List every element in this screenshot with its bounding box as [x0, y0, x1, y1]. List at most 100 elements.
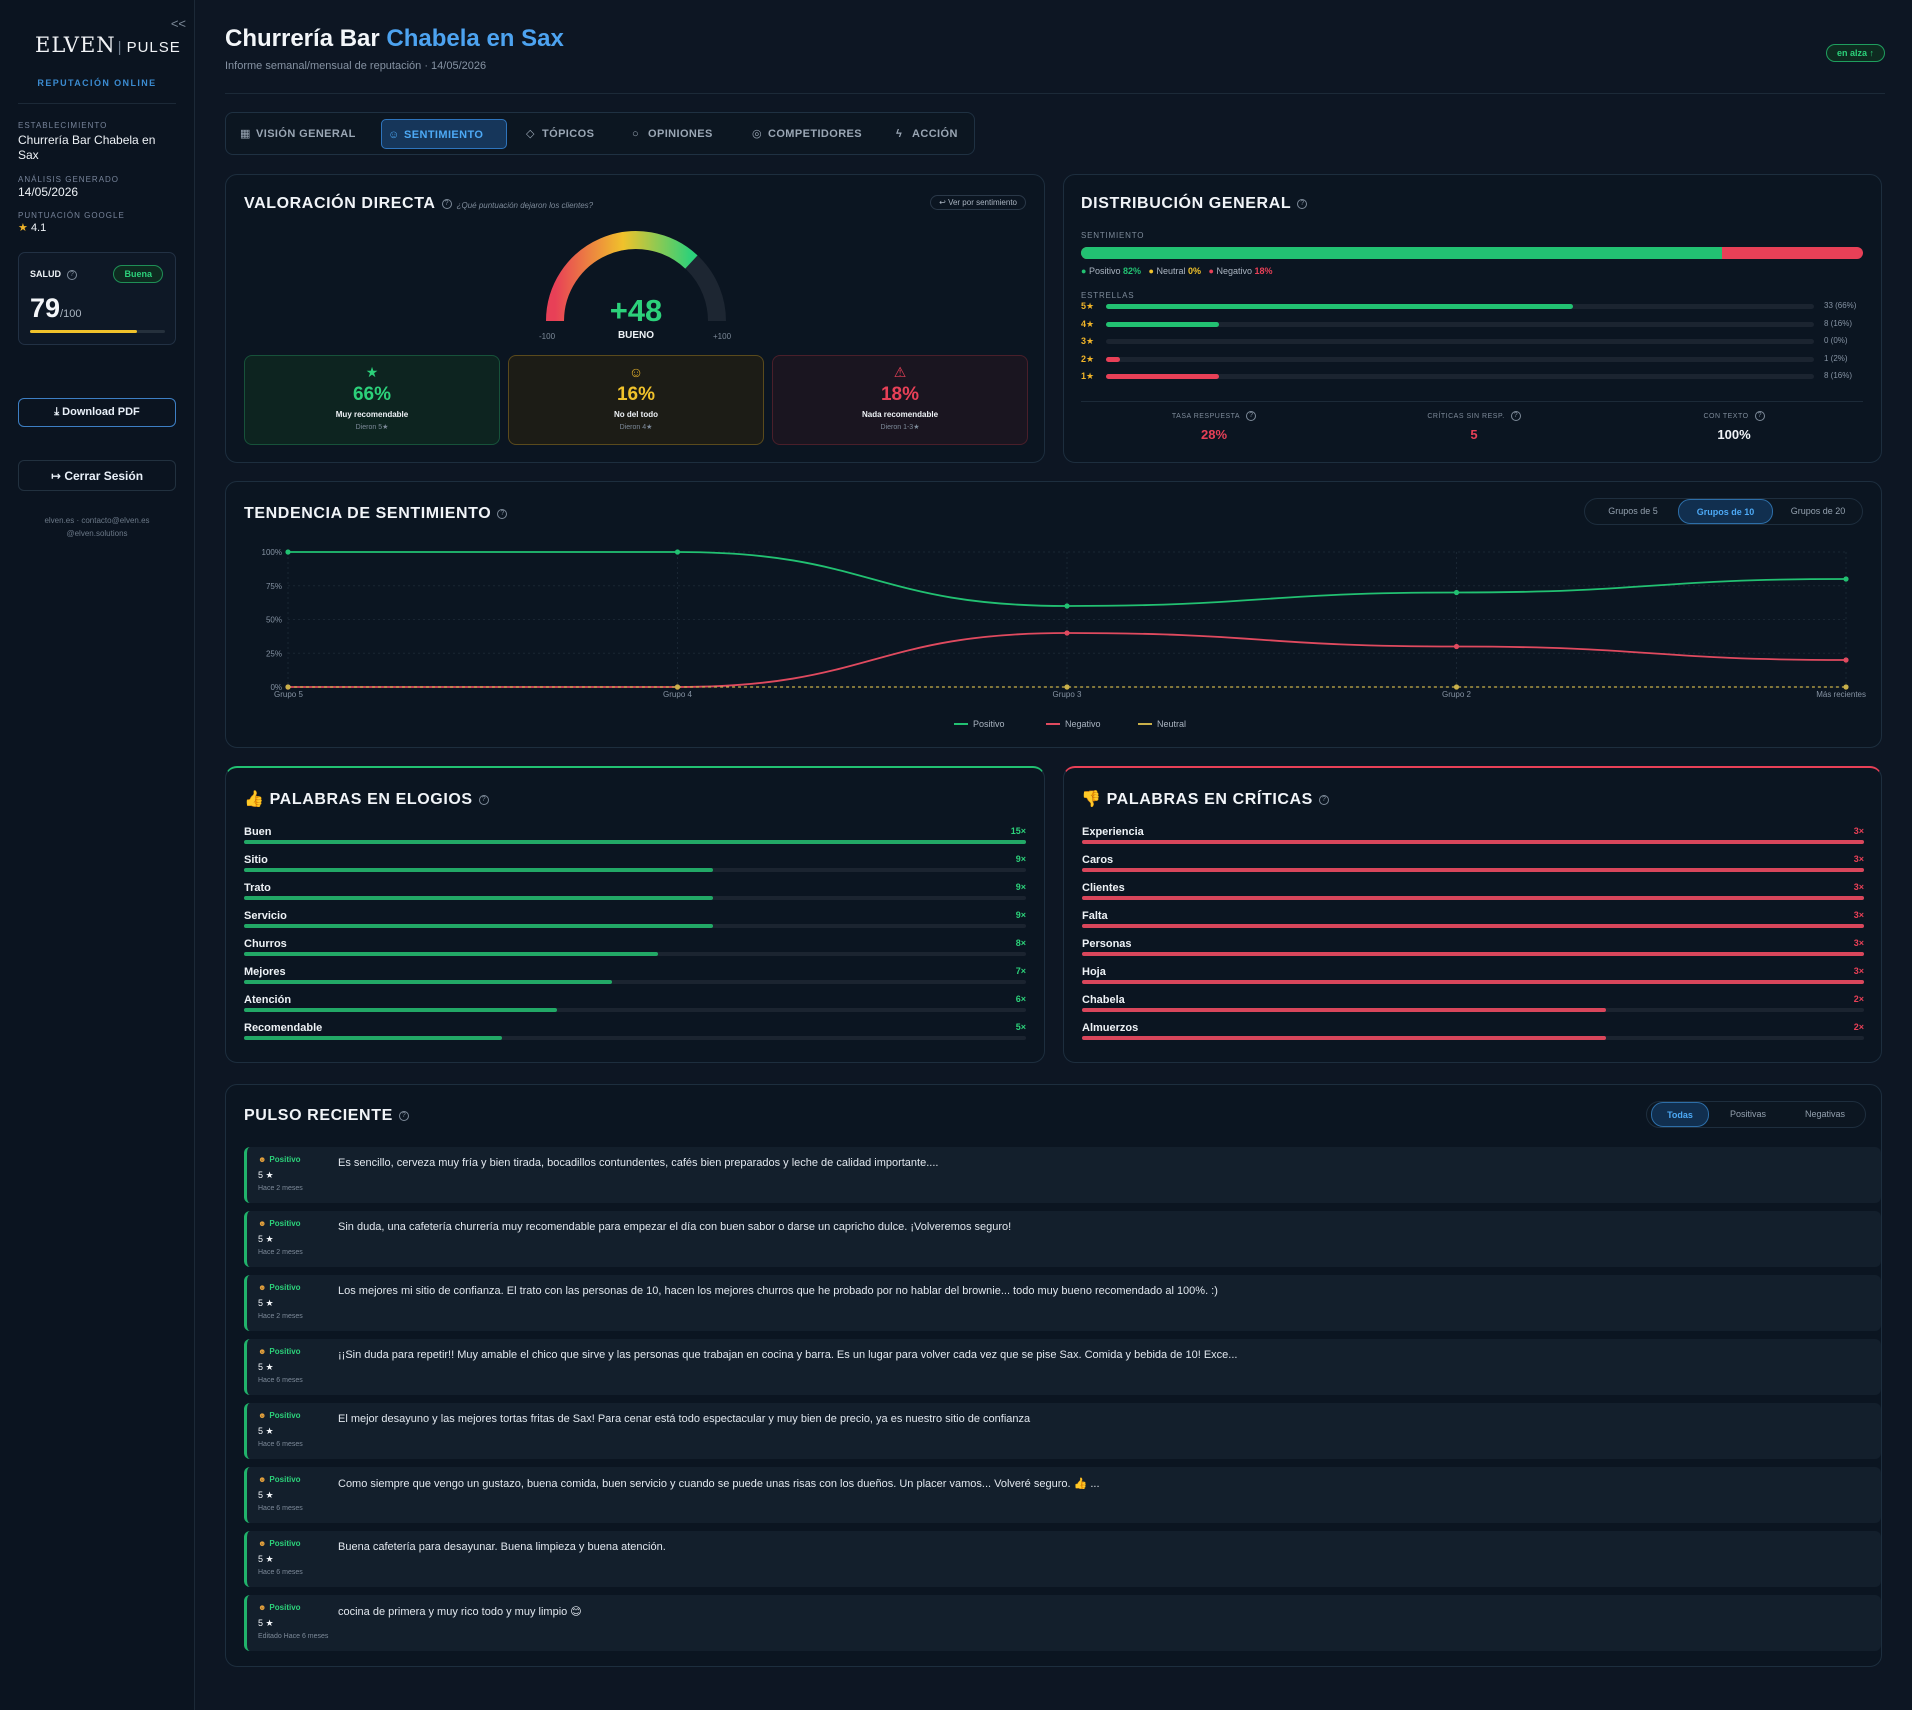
- smile-icon: ☻: [258, 1219, 267, 1228]
- word-count: 2×: [1853, 994, 1864, 1004]
- word-count: 3×: [1853, 854, 1864, 864]
- tab-action[interactable]: ϟ ACCIÓN: [890, 119, 970, 149]
- star-count: 1 (2%): [1824, 353, 1848, 363]
- distribution-title: DISTRIBUCIÓN GENERAL?: [1081, 195, 1308, 213]
- sentiment-label: SENTIMIENTO: [1081, 231, 1145, 240]
- star-label: 1★: [1081, 371, 1095, 381]
- logout-button[interactable]: ↦ Cerrar Sesión: [18, 460, 176, 491]
- word-count: 7×: [1015, 966, 1026, 976]
- trend-badge: en alza ↑: [1825, 44, 1885, 62]
- word-label: Personas: [1082, 938, 1132, 950]
- review-sentiment: ☻ Positivo: [258, 1347, 301, 1356]
- word-label: Falta: [1082, 910, 1108, 922]
- smile-icon: ☻: [258, 1411, 267, 1420]
- thumbs-up-icon: 👍: [244, 791, 265, 808]
- star-row: 4★ 8 (16%): [1081, 319, 1863, 333]
- review-stars: 5 ★: [258, 1362, 274, 1372]
- review-item[interactable]: ☻ Positivo 5 ★ Hace 6 meses Buena cafeter…: [244, 1531, 1881, 1587]
- tab-competitors[interactable]: ◎ COMPETIDORES: [746, 119, 878, 149]
- data-point: [1064, 684, 1070, 690]
- word-row: Churros 8×: [244, 938, 1026, 966]
- detractors-pct: 18%: [880, 384, 920, 405]
- star-count: 0 (0%): [1824, 336, 1848, 345]
- star-icon: ★: [18, 222, 28, 234]
- star-count: 8 (16%): [1824, 371, 1853, 380]
- gauge-fill: [546, 231, 698, 322]
- review-text: ¡¡Sin duda para repetir!! Muy amable el …: [338, 1349, 1238, 1361]
- review-sentiment: ☻ Positivo: [258, 1219, 301, 1228]
- x-tick-label: Grupo 2: [1442, 690, 1471, 699]
- review-text: cocina de primera y muy rico todo y muy …: [338, 1606, 582, 1618]
- review-time: Hace 2 meses: [258, 1185, 303, 1192]
- distribution-card: DISTRIBUCIÓN GENERAL? SENTIMIENTO ● Posi…: [1063, 174, 1882, 463]
- logo-main: ELVEN: [35, 33, 116, 57]
- info-icon: ?: [67, 269, 77, 280]
- x-tick-label: Más recientes: [1816, 690, 1866, 699]
- pulse-title: PULSO RECIENTE?: [244, 1107, 409, 1125]
- word-label: Hoja: [1082, 966, 1106, 978]
- data-point: [285, 684, 291, 690]
- star-row: 3★ 0 (0%): [1081, 336, 1863, 350]
- passives-pct: 16%: [616, 384, 656, 405]
- word-label: Atención: [244, 994, 292, 1006]
- review-item[interactable]: ☻ Positivo 5 ★ Hace 6 meses El mejor desa…: [244, 1403, 1881, 1459]
- group-20-option[interactable]: Grupos de 20: [1790, 506, 1846, 516]
- star-row: 2★ 1 (2%): [1081, 354, 1863, 368]
- word-count: 15×: [1010, 826, 1026, 836]
- star-icon: ★: [365, 364, 379, 380]
- word-label: Buen: [244, 826, 272, 838]
- word-bar: [244, 1036, 1026, 1040]
- word-row: Atención 6×: [244, 994, 1026, 1022]
- review-item[interactable]: ☻ Positivo 5 ★ Hace 6 meses ¡¡Sin duda pa…: [244, 1339, 1881, 1395]
- review-stars: 5 ★: [258, 1298, 274, 1308]
- tab-opinions[interactable]: ○ OPINIONES: [626, 119, 736, 149]
- filter-all[interactable]: Todas: [1651, 1102, 1709, 1127]
- word-count: 6×: [1015, 994, 1026, 1004]
- smile-icon: ☻: [258, 1603, 267, 1612]
- review-item[interactable]: ☻ Positivo 5 ★ Hace 2 meses Es sencillo, …: [244, 1147, 1881, 1203]
- review-item[interactable]: ☻ Positivo 5 ★ Hace 2 meses Sin duda, una…: [244, 1211, 1881, 1267]
- tab-sentiment[interactable]: ☺ SENTIMIENTO: [381, 119, 507, 149]
- smile-icon: ☻: [258, 1347, 267, 1356]
- star-count: 33 (66%): [1824, 301, 1857, 310]
- review-item[interactable]: ☻ Positivo 5 ★ Hace 2 meses Los mejores m…: [244, 1275, 1881, 1331]
- download-pdf-button[interactable]: ⤓ Download PDF: [18, 398, 176, 427]
- group-5-option[interactable]: Grupos de 5: [1608, 506, 1658, 516]
- word-bar: [244, 980, 1026, 984]
- word-label: Sitio: [244, 854, 268, 866]
- filter-positive[interactable]: Positivas: [1729, 1109, 1766, 1119]
- word-count: 3×: [1853, 938, 1864, 948]
- view-by-sentiment-link[interactable]: ↩ Ver por sentimiento: [930, 195, 1026, 210]
- collapse-sidebar-button[interactable]: <<: [170, 16, 186, 31]
- group-10-option[interactable]: Grupos de 10: [1678, 499, 1773, 524]
- promoters-desc: Dieron 5★: [355, 424, 389, 431]
- tab-topics[interactable]: ◇ TÓPICOS: [520, 119, 616, 149]
- review-time: Hace 6 meses: [258, 1505, 303, 1512]
- data-point: [1064, 630, 1070, 636]
- tab-overview[interactable]: ▦ VISIÓN GENERAL: [234, 119, 372, 149]
- legend-label: Negativo: [1065, 719, 1101, 729]
- critic-words-card: 👎 PALABRAS EN CRÍTICAS? Experiencia 3× C…: [1063, 766, 1882, 1063]
- nps-score: +48: [609, 293, 663, 328]
- review-item[interactable]: ☻ Positivo 5 ★ Hace 6 meses Como siempre …: [244, 1467, 1881, 1523]
- google-score: ★ 4.1: [18, 221, 178, 236]
- review-time: Hace 6 meses: [258, 1377, 303, 1384]
- review-item[interactable]: ☻ Positivo 5 ★ Editado Hace 6 meses cocin…: [244, 1595, 1881, 1651]
- sentiment-bar: [1081, 247, 1863, 259]
- star-row: 1★ 8 (16%): [1081, 371, 1863, 385]
- word-label: Experiencia: [1082, 826, 1144, 838]
- rating-card: VALORACIÓN DIRECTA? ¿Qué puntuación deja…: [225, 174, 1045, 463]
- unanswered-critics: CRÍTICAS SIN RESP.? 5: [1384, 411, 1564, 442]
- chat-icon: ○: [632, 128, 640, 140]
- bolt-icon: ϟ: [896, 128, 903, 140]
- info-icon: ?: [497, 508, 508, 519]
- word-count: 2×: [1853, 1022, 1864, 1032]
- nps-label: BUENO: [617, 330, 655, 341]
- filter-negative[interactable]: Negativas: [1804, 1109, 1846, 1119]
- word-bar: [244, 924, 1026, 928]
- word-row: Hoja 3×: [1082, 966, 1864, 994]
- review-text: Buena cafetería para desayunar. Buena li…: [338, 1541, 666, 1553]
- word-count: 9×: [1015, 854, 1026, 864]
- stats-row: TASA RESPUESTA? 28% CRÍTICAS SIN RESP.? 5 …: [1064, 411, 1883, 461]
- word-row: Chabela 2×: [1082, 994, 1864, 1022]
